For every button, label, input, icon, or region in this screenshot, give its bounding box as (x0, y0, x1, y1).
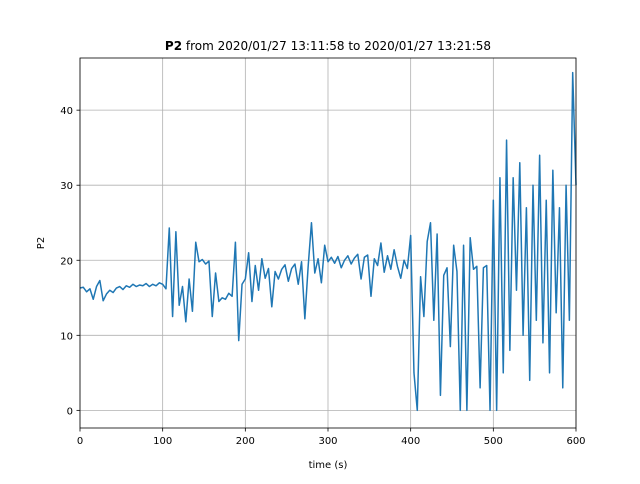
x-tick-label: 200 (236, 436, 255, 447)
y-tick-label: 20 (60, 256, 73, 267)
x-tick-label: 100 (153, 436, 172, 447)
title-rest: from 2020/01/27 13:11:58 to 2020/01/27 1… (186, 39, 491, 53)
plot-frame (79, 57, 577, 429)
x-tick-label: 400 (401, 436, 420, 447)
y-tick-label: 10 (60, 331, 73, 342)
x-tick-label: 600 (566, 436, 585, 447)
data-line (79, 71, 577, 412)
y-tick-label: 40 (60, 106, 73, 117)
x-tick-label: 500 (484, 436, 503, 447)
title-bold: P2 (165, 39, 182, 53)
x-tick-label: 300 (318, 436, 337, 447)
y-axis-label: P2 (36, 237, 47, 249)
x-axis-label: time (s) (309, 460, 348, 471)
x-tick-label: 0 (77, 436, 83, 447)
chart-title: P2 from 2020/01/27 13:11:58 to 2020/01/2… (165, 39, 491, 53)
y-tick-label: 30 (60, 181, 73, 192)
y-tick-label: 0 (67, 406, 73, 417)
